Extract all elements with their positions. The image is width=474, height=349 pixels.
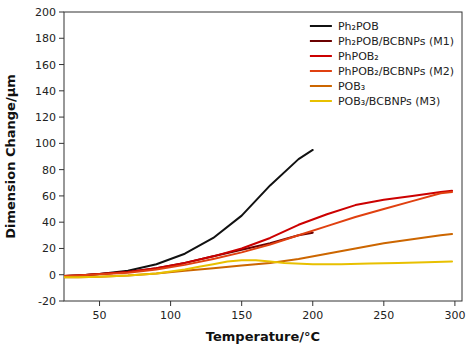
y-tick bbox=[59, 274, 64, 275]
x-tick-label: 250 bbox=[373, 309, 394, 322]
legend-item: PhPOB₂ bbox=[310, 50, 379, 63]
legend-label: Ph₂POB bbox=[338, 20, 379, 33]
y-tick-label: 0 bbox=[49, 269, 56, 282]
y-tick bbox=[59, 248, 64, 249]
y-axis-label: Dimension Change/μm bbox=[3, 74, 18, 239]
legend-label: PhPOB₂ bbox=[338, 50, 379, 63]
y-tick-label: 200 bbox=[35, 6, 56, 19]
x-tick bbox=[241, 301, 242, 306]
y-tick bbox=[59, 195, 64, 196]
y-tick bbox=[59, 117, 64, 118]
y-tick-label: 60 bbox=[42, 190, 56, 203]
legend-item: POB₃/BCBNPs (M3) bbox=[310, 95, 441, 108]
legend-label: POB₃ bbox=[338, 80, 365, 93]
series-line bbox=[64, 260, 452, 277]
x-tick-label: 200 bbox=[302, 309, 323, 322]
legend-label: Ph₂POB/BCBNPs (M1) bbox=[338, 35, 454, 48]
series-lines bbox=[64, 150, 452, 277]
x-axis-label: Temperature/°C bbox=[206, 329, 320, 344]
y-tick bbox=[59, 169, 64, 170]
x-tick bbox=[170, 301, 171, 306]
legend-item: PhPOB₂/BCBNPs (M2) bbox=[310, 65, 454, 78]
series-line bbox=[64, 150, 313, 276]
x-tick bbox=[312, 301, 313, 306]
x-axis: 50 100 150 200 250 300 bbox=[93, 301, 466, 322]
series-line bbox=[64, 234, 452, 277]
y-tick bbox=[59, 222, 64, 223]
y-tick-label: 80 bbox=[42, 164, 56, 177]
chart: 50 100 150 200 250 300 -20 0 20 40 60 80 100 120 140 16… bbox=[0, 0, 474, 349]
legend-item: Ph₂POB/BCBNPs (M1) bbox=[310, 35, 454, 48]
x-tick-label: 50 bbox=[93, 309, 107, 322]
x-tick-label: 100 bbox=[160, 309, 181, 322]
x-tick-label: 150 bbox=[231, 309, 252, 322]
y-tick bbox=[59, 38, 64, 39]
y-tick-label: 40 bbox=[42, 216, 56, 229]
legend-swatch bbox=[310, 40, 332, 42]
y-tick-label: -20 bbox=[38, 295, 56, 308]
legend-item: POB₃ bbox=[310, 80, 365, 93]
plot-frame bbox=[64, 12, 462, 301]
x-tick bbox=[99, 301, 100, 306]
legend-swatch bbox=[310, 25, 332, 27]
y-tick-label: 20 bbox=[42, 242, 56, 255]
y-tick bbox=[59, 64, 64, 65]
x-tick bbox=[383, 301, 384, 306]
y-tick bbox=[59, 301, 64, 302]
legend-swatch bbox=[310, 55, 332, 57]
x-tick bbox=[454, 301, 455, 306]
y-tick-label: 100 bbox=[35, 137, 56, 150]
legend: Ph₂POB Ph₂POB/BCBNPs (M1) PhPOB₂ PhPOB₂/BCB… bbox=[310, 20, 454, 108]
legend-swatch bbox=[310, 100, 332, 102]
legend-swatch bbox=[310, 70, 332, 72]
y-tick-label: 180 bbox=[35, 32, 56, 45]
legend-label: PhPOB₂/BCBNPs (M2) bbox=[338, 65, 454, 78]
y-tick-label: 140 bbox=[35, 85, 56, 98]
legend-item: Ph₂POB bbox=[310, 20, 379, 33]
y-tick bbox=[59, 143, 64, 144]
x-tick-label: 300 bbox=[444, 309, 465, 322]
legend-swatch bbox=[310, 85, 332, 87]
y-axis: -20 0 20 40 60 80 100 120 140 160 180 200 bbox=[35, 6, 64, 308]
y-tick-label: 160 bbox=[35, 59, 56, 72]
y-tick bbox=[59, 12, 64, 13]
legend-label: POB₃/BCBNPs (M3) bbox=[338, 95, 441, 108]
y-tick bbox=[59, 90, 64, 91]
y-tick-label: 120 bbox=[35, 111, 56, 124]
